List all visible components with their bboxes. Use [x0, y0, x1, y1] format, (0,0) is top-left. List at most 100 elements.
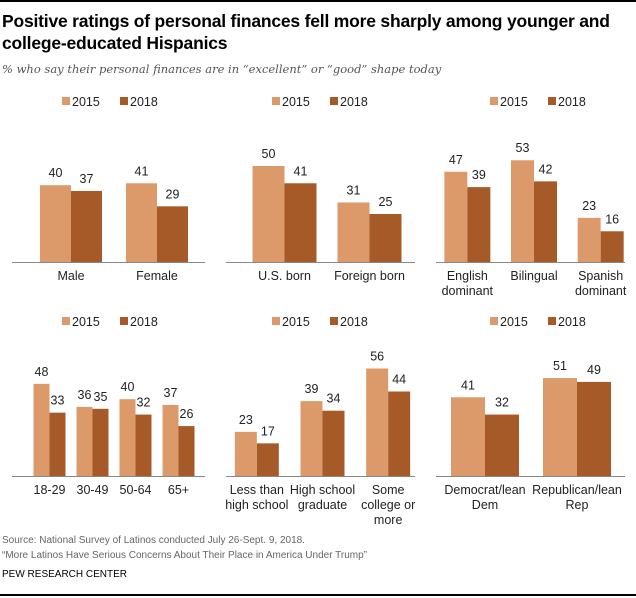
bar-2015 [162, 404, 179, 476]
source-note: Source: National Survey of Latinos condu… [2, 533, 367, 563]
category-label: Male [57, 269, 84, 283]
category-label: 50-64 [120, 483, 152, 497]
category-label: Rep [566, 498, 589, 512]
category-label: 65+ [168, 483, 189, 497]
bar-2018 [178, 426, 195, 476]
data-label-2018: 35 [94, 390, 108, 404]
bar-2015 [511, 160, 534, 262]
legend-swatch-2018 [548, 97, 556, 105]
legend-label-2018: 2018 [340, 95, 368, 109]
bar-2018 [256, 443, 279, 476]
legend-label-2015: 2015 [72, 95, 100, 109]
data-label-2015: 53 [516, 141, 530, 155]
data-label-2015: 31 [347, 183, 361, 197]
legend-swatch-2018 [330, 97, 338, 105]
legend-label-2018: 2018 [558, 315, 586, 329]
data-label-2015: 23 [582, 199, 596, 213]
category-label: Dem [472, 498, 498, 512]
legend-swatch-2018 [330, 317, 338, 325]
category-label: Less than [230, 483, 284, 497]
bar-2018 [71, 190, 102, 262]
data-label-2015: 40 [121, 380, 135, 394]
bar-2015 [119, 399, 136, 476]
category-label: dominant [575, 284, 627, 298]
data-label-2018: 32 [495, 396, 509, 410]
bar-2018 [600, 231, 624, 262]
data-label-2015: 41 [135, 164, 149, 178]
category-label: Spanish [578, 269, 623, 283]
category-label: 18-29 [34, 483, 66, 497]
legend-label-2018: 2018 [130, 315, 158, 329]
legend-label-2015: 2015 [72, 315, 100, 329]
legend-swatch-2015 [490, 317, 498, 325]
category-label: Bilingual [510, 269, 557, 283]
data-label-2015: 37 [164, 386, 178, 400]
bar-2015 [337, 202, 370, 262]
data-label-2018: 29 [166, 187, 180, 201]
category-label: Republican/lean [532, 483, 622, 497]
data-label-2018: 33 [51, 394, 65, 408]
chart-title: Positive ratings of personal finances fe… [2, 11, 610, 53]
data-label-2018: 37 [80, 172, 94, 186]
legend-swatch-2018 [120, 317, 128, 325]
data-label-2018: 34 [327, 392, 341, 406]
bar-2018 [369, 214, 402, 262]
bar-2015 [234, 431, 257, 476]
category-label: English [447, 269, 488, 283]
data-label-2018: 25 [379, 195, 393, 209]
data-label-2018: 44 [392, 373, 406, 387]
category-label: Foreign born [334, 269, 405, 283]
legend-swatch-2015 [62, 317, 70, 325]
bar-2015 [577, 217, 601, 262]
bottom-rule [0, 594, 636, 596]
bar-2018 [157, 206, 188, 262]
data-label-2015: 56 [370, 349, 384, 363]
category-label: 30-49 [77, 483, 109, 497]
data-label-2018: 32 [137, 396, 151, 410]
brand-name: PEW RESEARCH CENTER [2, 569, 128, 580]
source-text: Source: National Survey of Latinos condu… [2, 535, 305, 546]
data-label-2015: 36 [78, 388, 92, 402]
data-label-2015: 50 [262, 147, 276, 161]
category-label: dominant [442, 284, 494, 298]
chart-subtitle: % who say their personal finances are in… [2, 62, 442, 76]
legend-label-2018: 2018 [558, 95, 586, 109]
bar-2015 [33, 383, 50, 476]
category-label: Some [372, 483, 405, 497]
data-label-2015: 39 [305, 382, 319, 396]
legend-swatch-2015 [272, 97, 280, 105]
data-label-2018: 39 [472, 168, 486, 182]
data-label-2015: 51 [553, 359, 567, 373]
legend-label-2015: 2015 [500, 95, 528, 109]
bar-2015 [451, 397, 485, 476]
legend-swatch-2015 [62, 97, 70, 105]
data-label-2018: 16 [605, 212, 619, 226]
category-label: Female [136, 269, 178, 283]
bar-2015 [366, 368, 389, 476]
category-label: high school [225, 498, 288, 512]
bar-2018 [135, 414, 152, 476]
category-label: more [374, 513, 403, 527]
data-label-2018: 49 [587, 363, 601, 377]
data-label-2018: 41 [294, 164, 308, 178]
bar-2015 [543, 378, 577, 476]
data-label-2018: 26 [180, 407, 194, 421]
data-label-2018: 17 [261, 424, 275, 438]
bar-2018 [485, 414, 519, 476]
legend-label-2015: 2015 [282, 95, 310, 109]
bar-2018 [49, 412, 66, 476]
legend-swatch-2018 [548, 317, 556, 325]
legend-label-2018: 2018 [130, 95, 158, 109]
top-rule [0, 0, 636, 2]
legend-swatch-2018 [120, 97, 128, 105]
bar-2018 [92, 408, 109, 476]
bar-2015 [300, 401, 323, 476]
category-label: Democrat/lean [444, 483, 525, 497]
bar-2018 [467, 187, 491, 262]
report-title: “More Latinos Have Serious Concerns Abou… [2, 550, 367, 561]
bar-2015 [444, 171, 468, 262]
data-label-2015: 47 [449, 153, 463, 167]
bar-2018 [577, 381, 611, 476]
bar-2018 [388, 391, 411, 476]
